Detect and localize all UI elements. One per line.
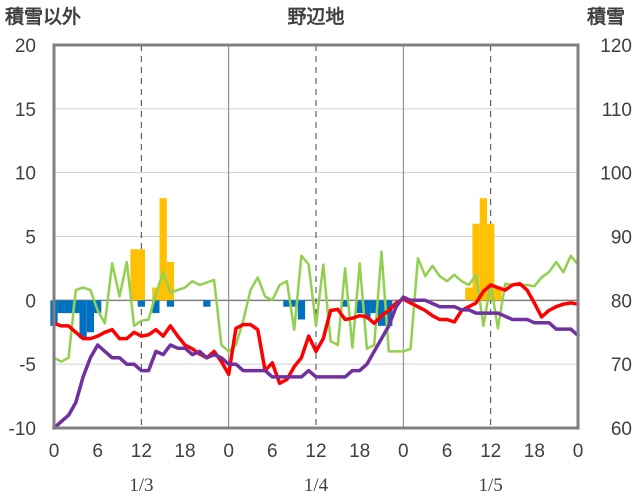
right-tick-label: 120 (600, 36, 632, 57)
precip-bar (297, 300, 306, 320)
temperature-line (52, 281, 580, 386)
snowfall-bar (465, 287, 473, 301)
snowfall-bar (472, 223, 480, 301)
precip-bar (363, 300, 371, 320)
left-axis-title: 積雪以外 (5, 5, 81, 28)
snowfall-bar (137, 249, 145, 301)
left-tick-label: -10 (9, 419, 36, 440)
hour-tick-label: 18 (174, 441, 195, 462)
left-tick-label: 20 (15, 36, 36, 57)
hour-tick-label: 6 (442, 441, 453, 462)
right-tick-label: 60 (611, 419, 632, 440)
left-tick-label: -5 (19, 355, 36, 376)
right-tick-label: 90 (611, 228, 632, 249)
precip-bar (377, 300, 386, 326)
snowfall-bar (479, 198, 488, 301)
day-label: 1/4 (304, 475, 329, 496)
precip-bar (86, 300, 95, 333)
snow-depth-line (52, 295, 580, 430)
precip-bar (203, 300, 211, 307)
hour-tick-label: 0 (49, 441, 60, 462)
chart-title: 野辺地 (287, 5, 344, 28)
left-tick-label: 10 (15, 164, 36, 185)
right-tick-label: 80 (611, 291, 632, 312)
precip-bar (385, 300, 393, 326)
hour-tick-label: 12 (480, 441, 501, 462)
snowfall-bar (494, 287, 502, 301)
precip-bar (57, 300, 65, 314)
snowfall-bar (166, 262, 175, 301)
hour-tick-label: 0 (573, 441, 584, 462)
precip-bar (64, 300, 73, 314)
precip-bar (341, 300, 349, 307)
hour-tick-label: 0 (398, 441, 409, 462)
right-tick-label: 100 (600, 164, 632, 185)
precip-bar (152, 300, 160, 314)
hour-tick-label: 18 (524, 441, 545, 462)
left-tick-label: 0 (25, 291, 36, 312)
snowfall-bar (487, 223, 495, 301)
hour-tick-label: 6 (92, 441, 103, 462)
left-tick-label: 15 (15, 100, 36, 121)
precip-bar (79, 300, 87, 339)
hour-tick-label: 0 (223, 441, 234, 462)
precip-bar (356, 300, 364, 314)
day-label: 1/5 (479, 475, 503, 496)
hour-tick-label: 12 (131, 441, 152, 462)
precip-bar (283, 300, 291, 307)
hour-tick-label: 12 (305, 441, 326, 462)
left-tick-label: 5 (25, 228, 36, 249)
day-label: 1/3 (129, 475, 153, 496)
precip-bar (370, 300, 378, 314)
plot-frame (52, 43, 580, 430)
precip-bar (137, 300, 145, 307)
right-tick-label: 70 (611, 355, 632, 376)
right-axis-title: 積雪 (587, 5, 625, 28)
precip-bar (72, 300, 80, 314)
snowfall-bar (159, 198, 167, 301)
hour-tick-label: 18 (349, 441, 370, 462)
snowfall-bar (130, 249, 138, 301)
right-tick-label: 110 (602, 100, 632, 121)
precip-bar (166, 300, 175, 307)
hour-tick-label: 6 (267, 441, 278, 462)
precip-bar (290, 300, 298, 307)
